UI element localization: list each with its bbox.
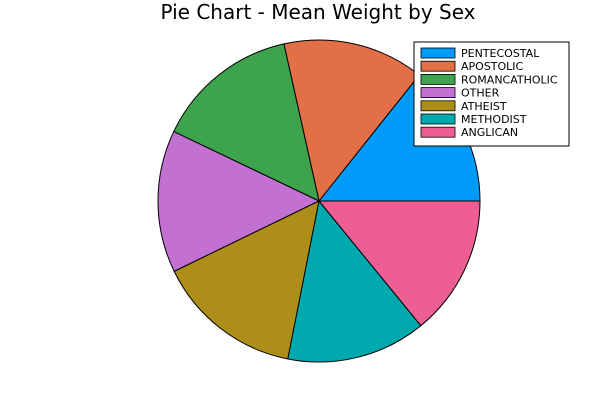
legend-swatch-anglican — [420, 126, 456, 138]
legend-swatch-romancatholic — [420, 74, 456, 85]
legend-swatch-atheist — [420, 100, 456, 112]
pie-slice-anglican — [318, 200, 481, 327]
pie-slice-romancatholic — [173, 43, 320, 202]
legend-label-atheist: ATHEIST — [461, 100, 507, 113]
legend: PENTECOSTALAPOSTOLICROMANCATHOLICOTHERAT… — [413, 41, 570, 147]
legend-label-anglican: ANGLICAN — [461, 126, 518, 139]
pie-slice-apostolic — [283, 39, 420, 202]
legend-label-methodist: METHODIST — [461, 113, 527, 126]
pie-slices — [157, 39, 481, 363]
pie-slice-other — [157, 131, 320, 272]
legend-swatch-methodist — [420, 113, 456, 125]
legend-label-pentecostal: PENTECOSTAL — [461, 47, 540, 60]
pie-slice-methodist — [287, 200, 422, 363]
legend-label-apostolic: APOSTOLIC — [461, 60, 524, 73]
legend-swatch-other — [420, 87, 456, 98]
legend-swatch-pentecostal — [420, 47, 456, 59]
legend-swatch-apostolic — [420, 60, 456, 72]
legend-label-other: OTHER — [461, 87, 500, 100]
chart-title: Pie Chart - Mean Weight by Sex — [161, 0, 476, 24]
pie-slice-atheist — [173, 200, 320, 360]
legend-label-romancatholic: ROMANCATHOLIC — [461, 73, 558, 86]
